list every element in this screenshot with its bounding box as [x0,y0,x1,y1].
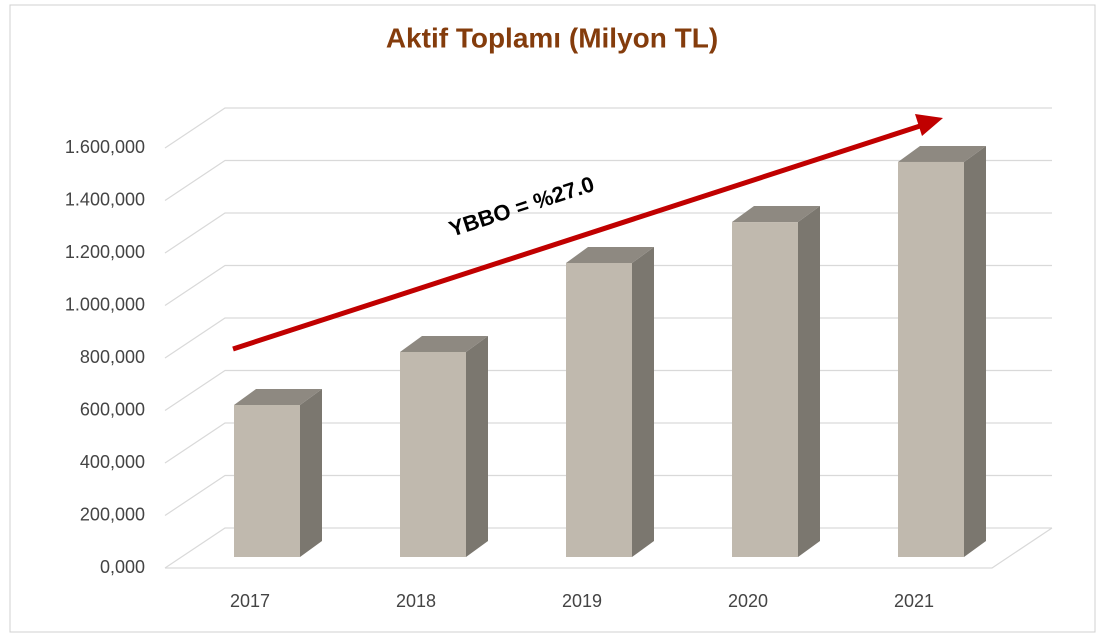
bar-top [898,145,986,162]
bar-top [732,206,820,223]
bar-top [566,247,654,263]
x-tick-label: 2019 [562,591,602,611]
y-tick-label: 600,000 [80,399,145,419]
bar [732,222,798,558]
y-tick-label: 200,000 [80,504,145,524]
chart-title: Aktif Toplamı (Milyon TL) [386,22,718,53]
x-tick-label: 2018 [396,591,436,611]
bar [400,351,466,557]
y-tick-label: 1.600,000 [65,137,145,157]
bar-top [400,335,488,352]
grid-line [164,107,1052,149]
x-tick-label: 2020 [728,591,768,611]
bar-side [300,389,322,557]
y-tick-label: 400,000 [80,452,145,472]
x-tick-label: 2021 [894,591,934,611]
bar-top [234,389,322,406]
y-tick-label: 1.200,000 [65,242,145,262]
bar-side [466,335,488,557]
trend-arrow [232,123,921,352]
trend-arrow-head [915,114,943,136]
bar [566,263,632,557]
y-tick-label: 1.000,000 [65,294,145,314]
bar-side [964,145,986,557]
bar [898,161,964,557]
grid-line [164,159,1052,201]
y-tick-label: 800,000 [80,347,145,367]
bar [234,405,300,557]
y-tick-label: 0,000 [100,557,145,577]
bar-side [632,247,654,557]
bar-side [798,206,820,558]
floor-edge [165,527,1053,569]
y-tick-label: 1.400,000 [65,189,145,209]
x-tick-label: 2017 [230,591,270,611]
